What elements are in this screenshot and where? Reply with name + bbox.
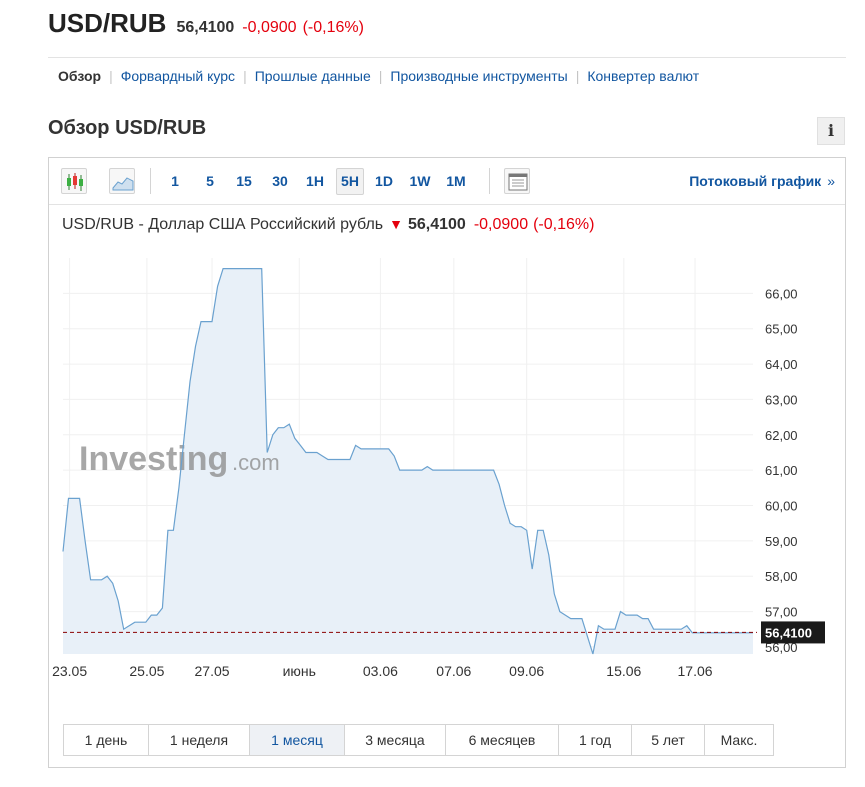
chart-price-change: -0,0900 <box>473 216 529 233</box>
streaming-chart-label: Потоковый график <box>689 173 822 189</box>
y-tick-label: 61,00 <box>765 463 798 478</box>
price-change: -0,0900 <box>242 19 297 36</box>
down-arrow-icon: ▼ <box>389 216 403 232</box>
subnav-separator: | <box>378 68 383 84</box>
price-line <box>62 268 753 655</box>
toolbar-divider <box>150 168 151 194</box>
price-chart[interactable]: Investing .com 56,00 57,00 58,00 59,00 60,00 61… <box>49 250 845 690</box>
y-tick-label: 59,00 <box>765 534 798 549</box>
subnav-derivatives[interactable]: Производные инструменты <box>390 68 568 84</box>
period-6-months[interactable]: 6 месяцев <box>446 725 559 755</box>
x-tick-label: 17.06 <box>678 663 713 679</box>
streaming-chart-link[interactable]: Потоковый график » <box>689 173 835 189</box>
toolbar-divider <box>489 168 490 194</box>
timeframe-1d[interactable]: 1D <box>375 173 393 189</box>
subnav-overview[interactable]: Обзор <box>58 68 102 84</box>
y-tick-label: 64,00 <box>765 357 798 372</box>
subnav-separator: | <box>575 68 580 84</box>
period-1-day[interactable]: 1 день <box>64 725 149 755</box>
y-tick-label: 62,00 <box>765 428 798 443</box>
period-max[interactable]: Макс. <box>705 725 773 755</box>
last-price-badge-label: 56,4100 <box>765 625 812 640</box>
timeframe-1w[interactable]: 1W <box>409 173 431 189</box>
subnav-forward-rates[interactable]: Форвардный курс <box>120 68 236 84</box>
chart-title: USD/RUB - Доллар США Российский рубль ▼ … <box>62 216 599 234</box>
chart-widget: 1 5 15 30 1H 5H 1D 1W 1M Потоковый графи… <box>48 157 846 768</box>
y-tick-label: 63,00 <box>765 392 798 407</box>
section-title: Обзор USD/RUB <box>48 117 207 139</box>
period-5-years[interactable]: 5 лет <box>632 725 705 755</box>
area-chart-icon[interactable] <box>109 168 135 194</box>
candlestick-icon[interactable] <box>61 168 87 194</box>
timeframe-1m[interactable]: 1M <box>446 173 466 189</box>
last-price-badge <box>761 621 825 644</box>
period-3-months[interactable]: 3 месяца <box>345 725 446 755</box>
price-change-percent: (-0,16%) <box>302 19 364 36</box>
period-1-week[interactable]: 1 неделя <box>149 725 250 755</box>
timeframe-5[interactable]: 5 <box>206 173 214 189</box>
x-tick-label: июнь <box>283 663 316 679</box>
period-1-month[interactable]: 1 месяц <box>250 725 345 755</box>
x-tick-label: 27.05 <box>195 663 230 679</box>
subnav-currency-converter[interactable]: Конвертер валют <box>587 68 700 84</box>
quote-header: USD/RUB 56,4100 -0,0900 (-0,16%) <box>48 8 370 48</box>
y-tick-label: 60,00 <box>765 499 798 514</box>
timeframe-5h[interactable]: 5H <box>336 168 364 195</box>
period-selector: 1 день 1 неделя 1 месяц 3 месяца 6 месяц… <box>63 724 774 756</box>
investing-watermark-suffix: .com <box>232 450 280 475</box>
chart-layout-icon[interactable] <box>504 168 530 194</box>
subnav-separator: | <box>109 68 113 84</box>
x-tick-label: 23.05 <box>52 663 87 679</box>
chart-toolbar: 1 5 15 30 1H 5H 1D 1W 1M Потоковый графи… <box>49 158 845 205</box>
timeframe-30[interactable]: 30 <box>272 173 288 189</box>
timeframe-1h[interactable]: 1H <box>306 173 324 189</box>
period-1-year[interactable]: 1 год <box>559 725 632 755</box>
timeframe-1[interactable]: 1 <box>171 173 179 189</box>
instrument-subnav: Обзор | Форвардный курс | Прошлые данные… <box>48 57 846 94</box>
chevron-right-icon: » <box>827 173 835 189</box>
x-tick-label: 07.06 <box>436 663 471 679</box>
x-tick-label: 09.06 <box>509 663 544 679</box>
subnav-separator: | <box>243 68 247 84</box>
x-tick-label: 03.06 <box>363 663 398 679</box>
instrument-symbol: USD/RUB <box>48 8 167 38</box>
subnav-historical-data[interactable]: Прошлые данные <box>254 68 371 84</box>
chart-instrument-name: USD/RUB - Доллар США Российский рубль <box>62 216 384 233</box>
chart-last-price: 56,4100 <box>407 216 466 233</box>
timeframe-15[interactable]: 15 <box>236 173 252 189</box>
last-price: 56,4100 <box>176 19 235 36</box>
investing-watermark-brand: Investing <box>79 440 228 478</box>
price-area <box>63 268 753 654</box>
y-tick-label: 65,00 <box>765 322 798 337</box>
x-tick-label: 25.05 <box>129 663 164 679</box>
y-tick-label: 57,00 <box>765 605 798 620</box>
info-icon[interactable]: i <box>817 117 845 145</box>
chart-price-change-percent: (-0,16%) <box>533 216 595 233</box>
x-tick-label: 15.06 <box>606 663 641 679</box>
y-tick-label: 56,00 <box>765 640 798 655</box>
y-tick-label: 66,00 <box>765 286 798 301</box>
y-tick-label: 58,00 <box>765 569 798 584</box>
